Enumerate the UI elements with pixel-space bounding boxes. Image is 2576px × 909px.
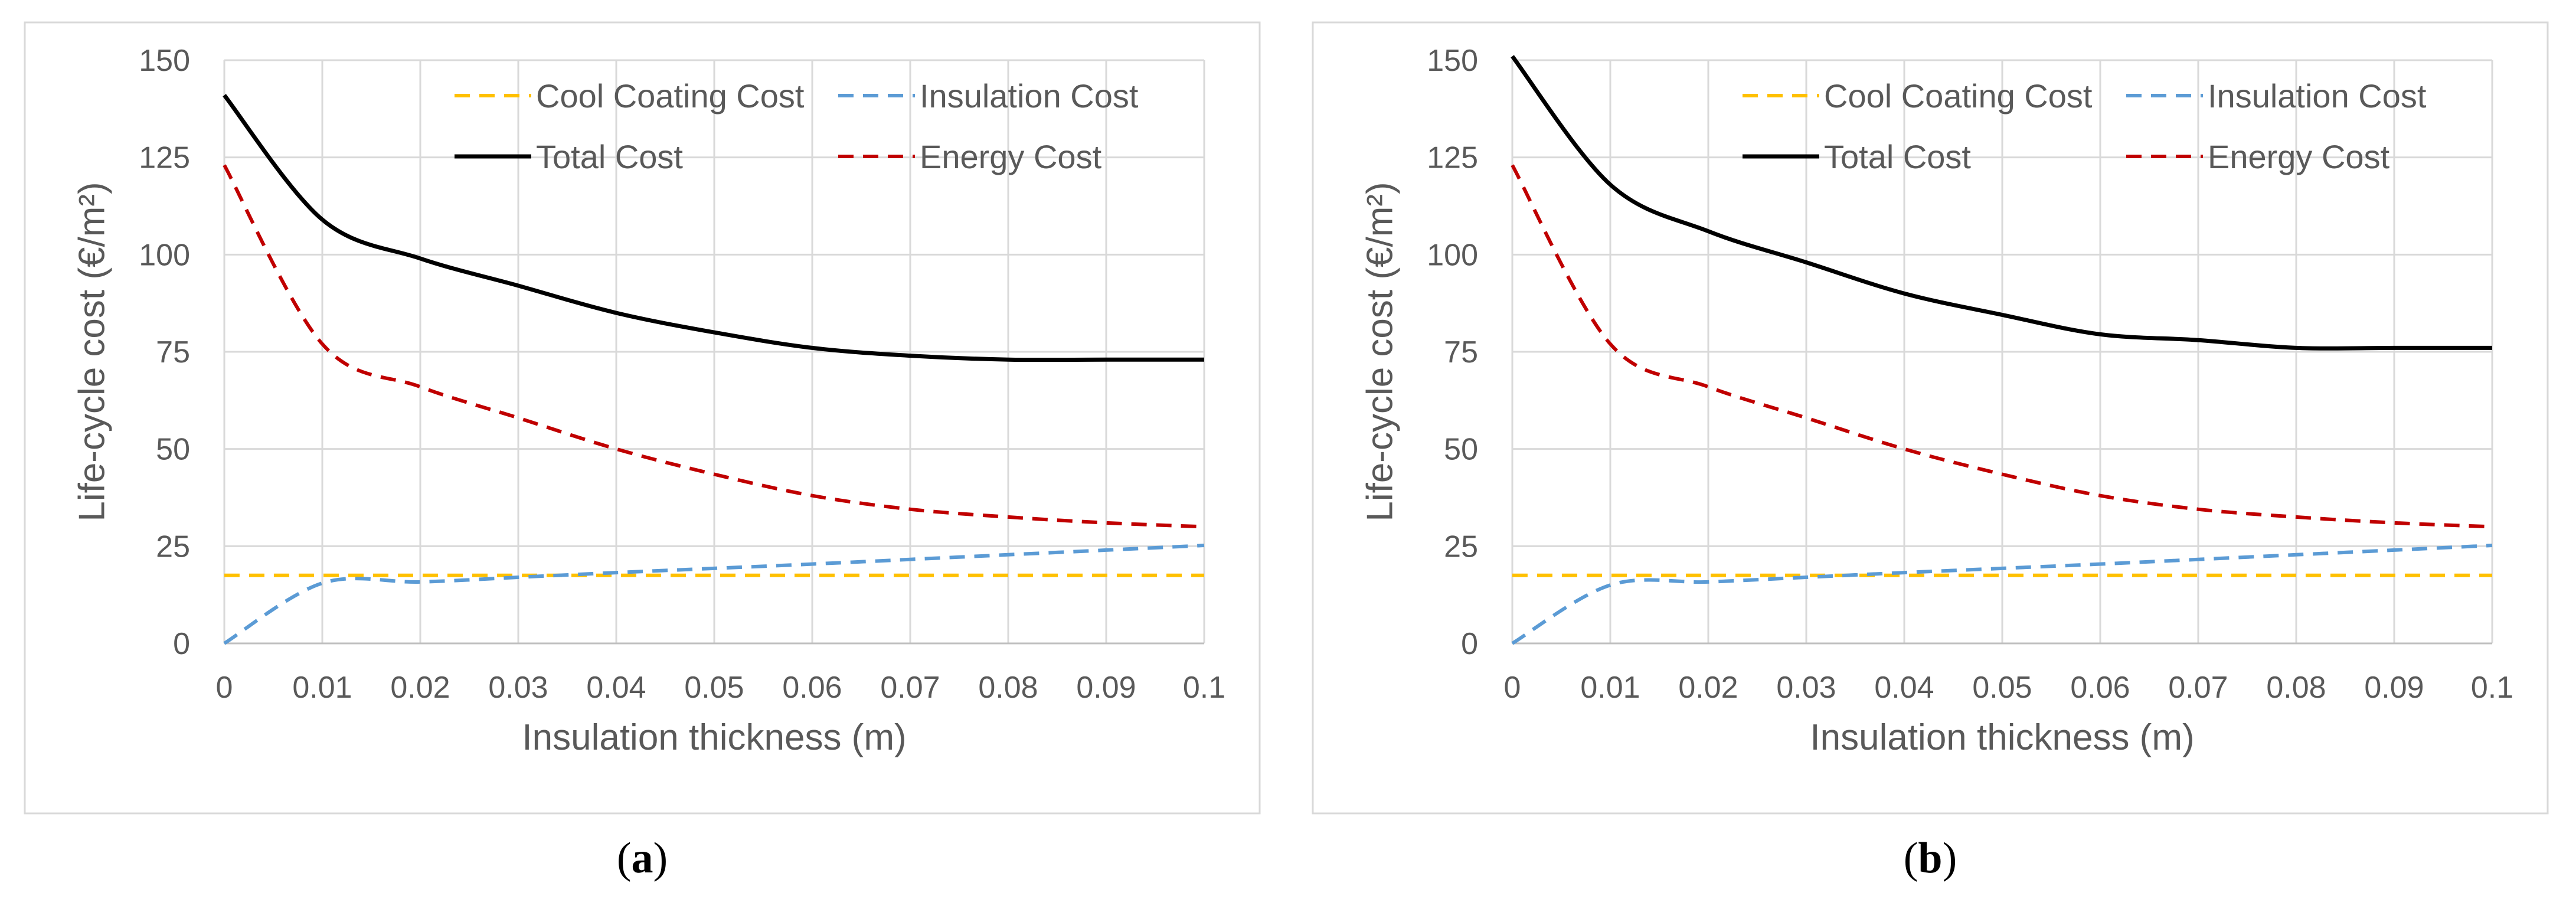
caption-letter: a: [632, 834, 653, 882]
caption-open-paren: (: [617, 834, 632, 882]
x-tick-label: 0.02: [390, 671, 450, 705]
y-axis-title: Life-cycle cost (€/m²): [71, 182, 112, 521]
x-tick-label: 0.05: [1972, 671, 2032, 705]
x-tick-label: 0.06: [782, 671, 842, 705]
x-tick-label: 0.07: [880, 671, 940, 705]
chart-frame: [24, 21, 1261, 815]
y-tick-label: 75: [156, 335, 190, 370]
x-tick-label: 0.01: [1580, 671, 1640, 705]
y-tick-label: 150: [139, 44, 190, 78]
legend-label-total-cost: Total Cost: [1824, 138, 1971, 175]
panel-caption: (b): [1904, 834, 1957, 882]
y-tick-label: 0: [173, 627, 190, 661]
caption-close-paren: ): [1943, 834, 1957, 882]
series-line-insulation-cost: [223, 544, 1205, 645]
x-tick-label: 0.02: [1678, 671, 1738, 705]
y-tick-label: 0: [1461, 627, 1478, 661]
x-tick-label: 0.03: [1776, 671, 1836, 705]
y-tick-label: 125: [1427, 141, 1478, 175]
x-axis-title: Insulation thickness (m): [1810, 717, 2194, 758]
x-tick-label: 0.1: [1183, 671, 1225, 705]
y-tick-label: 125: [139, 141, 190, 175]
x-tick-label: 0.04: [1874, 671, 1934, 705]
caption-letter: b: [1918, 834, 1942, 882]
chart-frame: [1312, 21, 2549, 815]
legend-label-insulation-cost: Insulation Cost: [920, 77, 1139, 115]
legend-label-cool-coating-cost: Cool Coating Cost: [536, 77, 805, 115]
x-tick-label: 0.07: [2168, 671, 2228, 705]
x-tick-label: 0.09: [2364, 671, 2424, 705]
panel-caption: (a): [617, 834, 668, 882]
line-chart-a: 0 25 50 75 100 125 150 0 0.01 0.02 0.03 0.04 0.05 0.0…: [24, 21, 1261, 882]
y-tick-label: 25: [156, 529, 190, 564]
y-tick-label: 50: [156, 433, 190, 467]
x-tick-label: 0.05: [684, 671, 744, 705]
x-tick-label: 0.04: [586, 671, 646, 705]
y-tick-label: 100: [1427, 238, 1478, 272]
y-tick-label: 25: [1444, 529, 1478, 564]
legend-label-energy-cost: Energy Cost: [2208, 138, 2390, 175]
series-line-total-cost: [1511, 55, 2492, 351]
y-tick-label: 100: [139, 238, 190, 272]
y-tick-label: 75: [1444, 335, 1478, 370]
chart-panel-b: 0 25 50 75 100 125 150 0 0.01 0.02 0.03 0.04 0.05 0.0…: [1288, 0, 2576, 909]
caption-open-paren: (: [1904, 834, 1918, 882]
x-tick-label: 0.01: [292, 671, 352, 705]
y-axis-title: Life-cycle cost (€/m²): [1359, 182, 1400, 521]
series-lines: [1511, 55, 2493, 645]
x-tick-label: 0: [216, 671, 233, 705]
series-line-insulation-cost: [1511, 544, 2493, 645]
x-tick-label: 0.06: [2070, 671, 2130, 705]
x-tick-label: 0.03: [488, 671, 548, 705]
x-tick-label: 0.08: [978, 671, 1038, 705]
legend: Cool Coating Cost Insulation Cost Total Co…: [1743, 77, 2427, 175]
x-tick-label: 0.1: [2471, 671, 2513, 705]
series-line-total-cost: [223, 94, 1204, 362]
x-tick-label: 0.09: [1076, 671, 1136, 705]
x-axis-title: Insulation thickness (m): [522, 717, 906, 758]
legend: Cool Coating Cost Insulation Cost Total Co…: [455, 77, 1139, 175]
x-tick-label: 0: [1504, 671, 1521, 705]
y-tick-label: 50: [1444, 433, 1478, 467]
legend-label-energy-cost: Energy Cost: [920, 138, 1102, 175]
y-tick-label: 150: [1427, 44, 1478, 78]
caption-close-paren: ): [653, 834, 668, 882]
chart-panel-a: 0 25 50 75 100 125 150 0 0.01 0.02 0.03 0.04 0.05 0.0…: [24, 21, 1261, 882]
x-tick-label: 0.08: [2266, 671, 2326, 705]
series-lines: [223, 94, 1205, 645]
legend-label-insulation-cost: Insulation Cost: [2208, 77, 2427, 115]
legend-label-cool-coating-cost: Cool Coating Cost: [1824, 77, 2093, 115]
line-chart-b: 0 25 50 75 100 125 150 0 0.01 0.02 0.03 0.04 0.05 0.0…: [1312, 21, 2549, 882]
legend-label-total-cost: Total Cost: [536, 138, 683, 175]
